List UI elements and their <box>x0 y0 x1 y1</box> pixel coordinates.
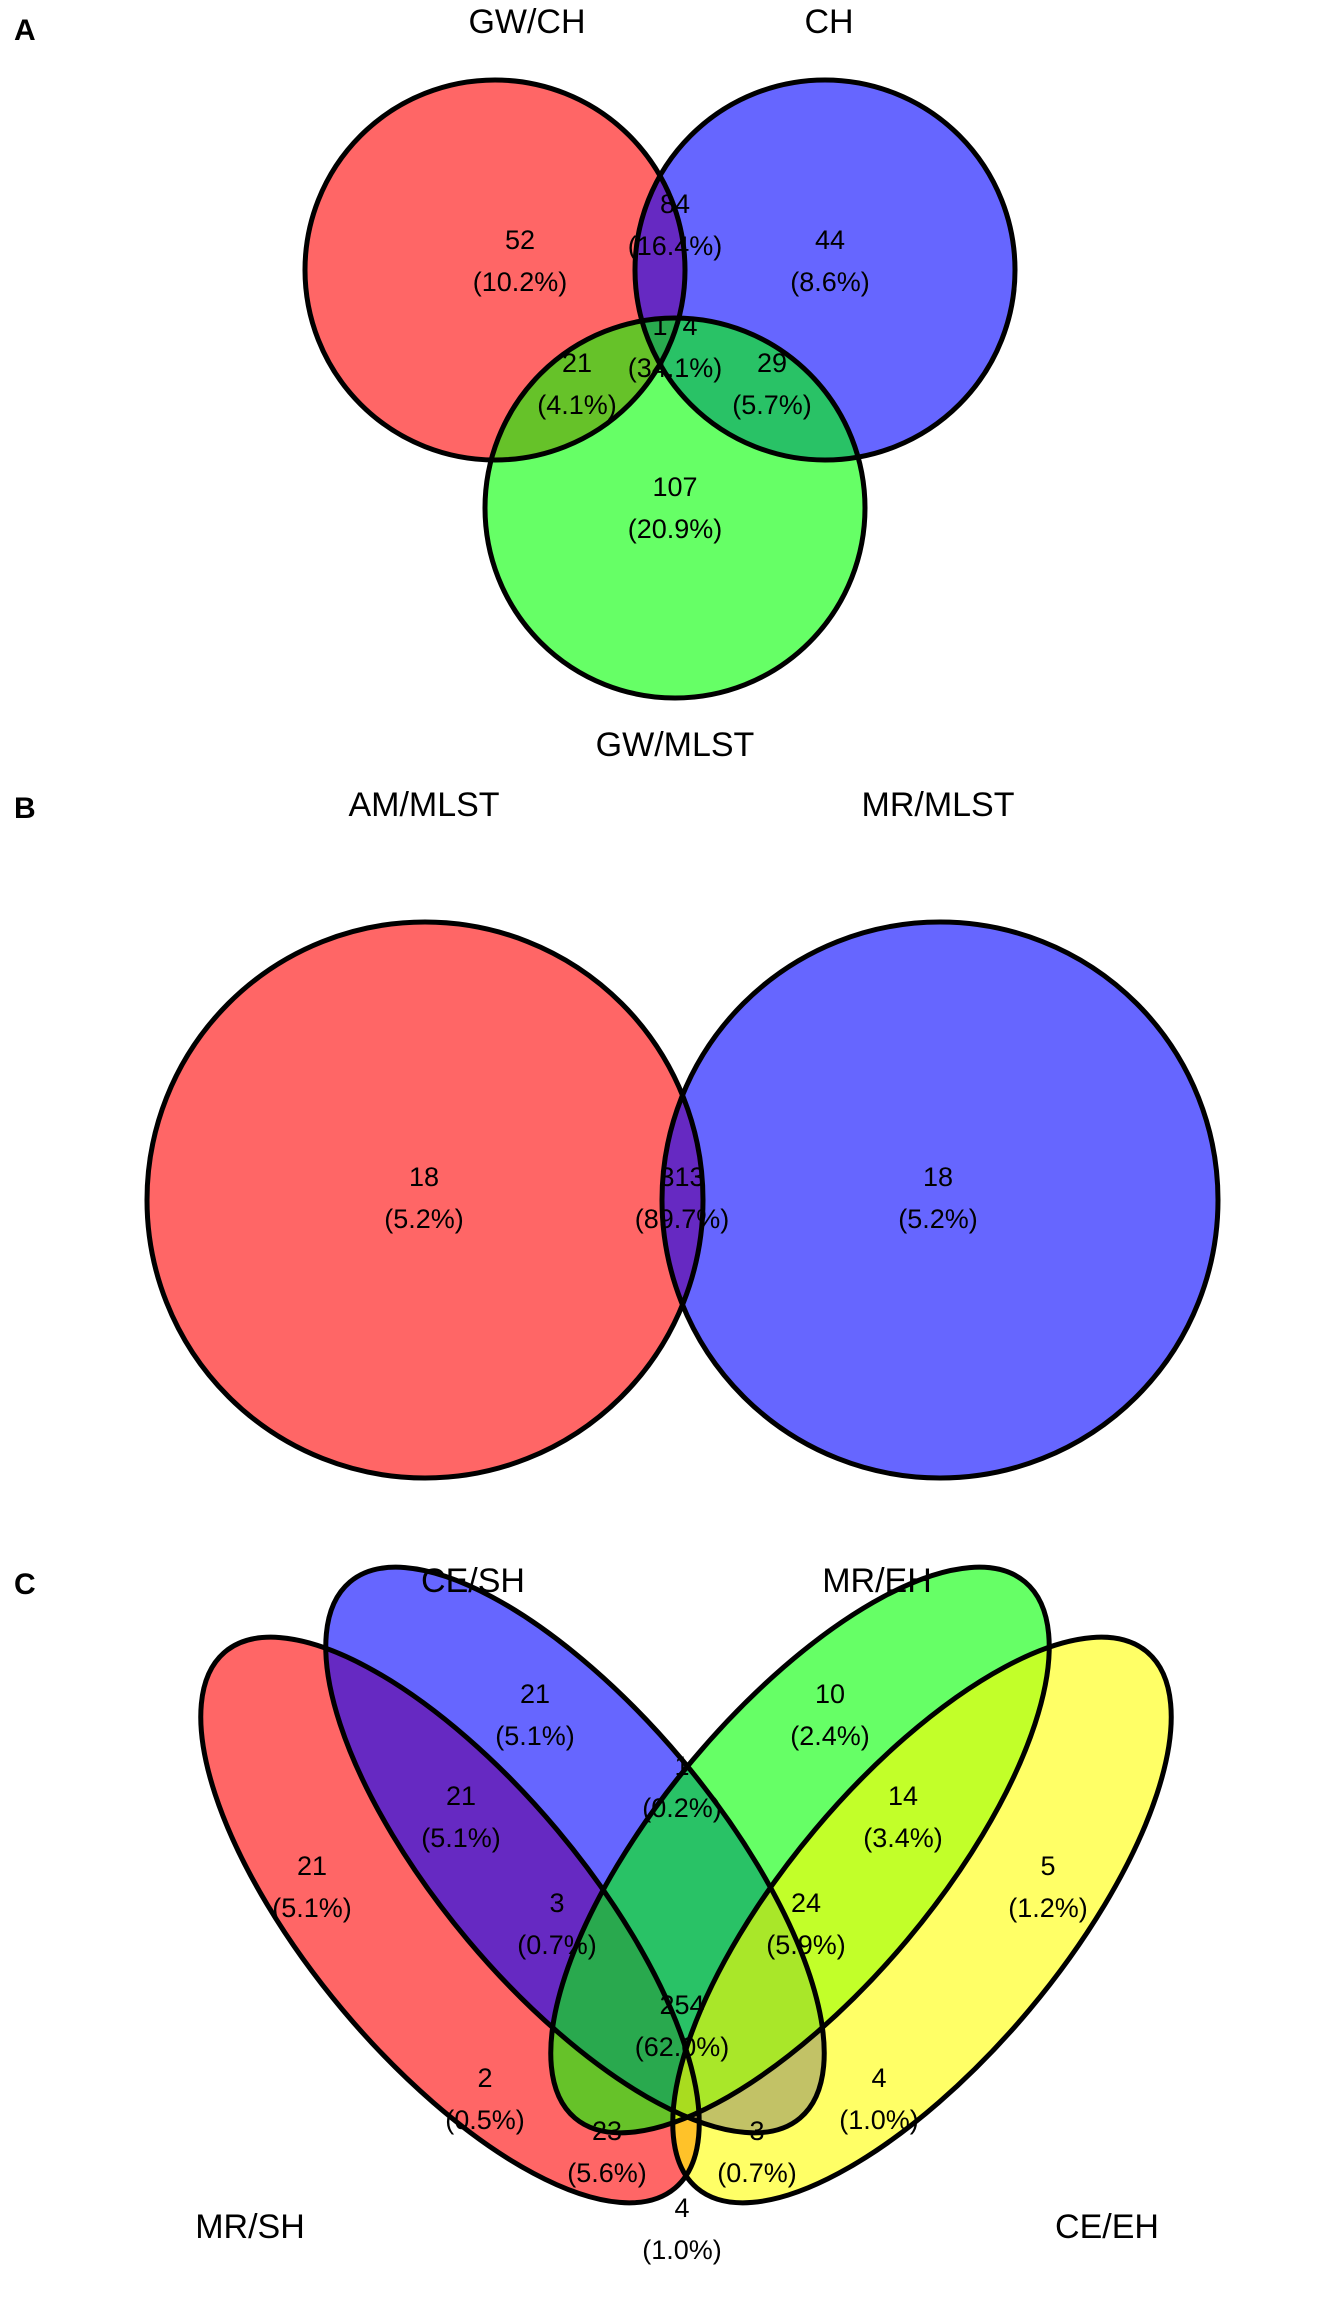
venn-c-red-green-percent: (0.5%) <box>445 2105 525 2135</box>
panel-b: B AM/MLST MR/MLST 18 (5.2%) 313 (89.7%) … <box>14 786 1221 1481</box>
venn-c-red-only-percent: (5.1%) <box>272 1893 352 1923</box>
venn-b-label-blue: MR/MLST <box>862 786 1015 824</box>
venn-c-red-blue-yellow-percent: (0.7%) <box>717 2158 797 2188</box>
venn-c-red-green-count: 2 <box>477 2063 492 2093</box>
venn-a-red-blue-percent: (16.4%) <box>628 231 723 261</box>
venn-c-red-only-count: 21 <box>297 1851 327 1881</box>
venn-c-all-percent: (62.0%) <box>635 2032 730 2062</box>
venn-a-all-count: 174 <box>652 311 697 341</box>
venn-a-blue-only-percent: (8.6%) <box>790 267 870 297</box>
venn-b-blue-only-percent: (5.2%) <box>898 1204 978 1234</box>
venn-a-outline-red <box>302 77 688 463</box>
venn-a-red-green-percent: (4.1%) <box>537 390 617 420</box>
venn-a-red-only-count: 52 <box>505 225 535 255</box>
venn-c-outline-red <box>198 1634 702 2206</box>
venn-c-blue-only-percent: (5.1%) <box>495 1721 575 1751</box>
panel-c-letter: C <box>14 1568 36 1601</box>
venn-c-red-blue-green-percent: (0.7%) <box>517 1930 597 1960</box>
venn-c-red-yellow-percent: (1.0%) <box>642 2235 722 2265</box>
venn-c-blue-green-percent: (0.2%) <box>642 1793 722 1823</box>
venn-a-label-green: GW/MLST <box>596 726 755 764</box>
venn-b-red-only-percent: (5.2%) <box>384 1204 464 1234</box>
venn-c-all-count: 254 <box>659 1990 704 2020</box>
venn-b-outline-red <box>144 919 706 1481</box>
venn-a-red-blue-count: 84 <box>660 189 690 219</box>
venn-a-green-only-percent: (20.9%) <box>628 514 723 544</box>
venn-c-blue-yellow-count: 4 <box>871 2063 886 2093</box>
venn-a-outline-blue <box>632 77 1018 463</box>
venn-c-label-green: MR/EH <box>822 1562 932 1600</box>
venn-c-red-blue-count: 21 <box>446 1781 476 1811</box>
venn-c-outline-yellow <box>670 1634 1174 2206</box>
venn-a-blue-green-percent: (5.7%) <box>732 390 812 420</box>
venn-a-circle-green <box>485 318 865 698</box>
venn-c-label-yellow: CE/EH <box>1055 2208 1159 2246</box>
venn-c-green-only-count: 10 <box>815 1679 845 1709</box>
venn-c-red-yellow-count: 4 <box>674 2193 689 2223</box>
venn-c-outline-blue <box>323 1564 827 2136</box>
venn-c-blue-green-yellow-count: 24 <box>791 1888 821 1918</box>
venn-b-outline-blue <box>659 919 1221 1481</box>
venn-c-red-blue-yellow-count: 3 <box>749 2116 764 2146</box>
venn-c-blue-only-count: 21 <box>520 1679 550 1709</box>
venn-b-blue-only-count: 18 <box>923 1162 953 1192</box>
panel-a-fills <box>305 80 1015 698</box>
venn-b-both-count: 313 <box>659 1162 704 1192</box>
venn-c-label-red: MR/SH <box>195 2208 305 2246</box>
venn-c-yellow-only-percent: (1.2%) <box>1008 1893 1088 1923</box>
venn-c-red-blue-percent: (5.1%) <box>421 1823 501 1853</box>
venn-c-blue-green-yellow-percent: (5.9%) <box>766 1930 846 1960</box>
venn-c-green-yellow-count: 14 <box>888 1781 918 1811</box>
panel-b-letter: B <box>14 792 36 825</box>
venn-a-green-only-count: 107 <box>652 472 697 502</box>
venn-a-red-only-percent: (10.2%) <box>473 267 568 297</box>
panel-a-letter: A <box>14 14 36 47</box>
venn-c-red-blue-green-count: 3 <box>549 1888 564 1918</box>
venn-b-both-percent: (89.7%) <box>635 1204 730 1234</box>
venn-c-green-only-percent: (2.4%) <box>790 1721 870 1751</box>
venn-a-blue-green-count: 29 <box>757 348 787 378</box>
venn-a-label-red: GW/CH <box>468 3 585 41</box>
venn-b-circle-red <box>147 922 703 1478</box>
venn-c-green-yellow-percent: (3.4%) <box>863 1823 943 1853</box>
panel-a: A GW/CH CH GW/MLST 52 (10.2%) 44 (8.6%) … <box>14 3 1018 764</box>
venn-c-label-blue: CE/SH <box>421 1562 525 1600</box>
venn-b-circle-blue <box>662 922 1218 1478</box>
venn-a-outline-green <box>482 315 868 701</box>
panel-c: C CE/SH MR/EH MR/SH CE/EH 21 (5.1%) 10 (… <box>14 1562 1174 2265</box>
venn-c-blue-yellow-percent: (1.0%) <box>839 2105 919 2135</box>
venn-c-yellow-only-count: 5 <box>1040 1851 1055 1881</box>
venn-a-label-blue: CH <box>804 3 853 41</box>
venn-a-blue-only-count: 44 <box>815 225 845 255</box>
venn-b-red-only-count: 18 <box>409 1162 439 1192</box>
venn-c-outline-green <box>548 1564 1052 2136</box>
venn-a-red-green-count: 21 <box>562 348 592 378</box>
venn-c-red-green-yellow-percent: (5.6%) <box>567 2158 647 2188</box>
venn-c-red-green-yellow-count: 23 <box>592 2116 622 2146</box>
venn-a-all-percent: (34.1%) <box>628 353 723 383</box>
venn-b-label-red: AM/MLST <box>348 786 499 824</box>
venn-c-blue-green-count: 1 <box>674 1751 689 1781</box>
